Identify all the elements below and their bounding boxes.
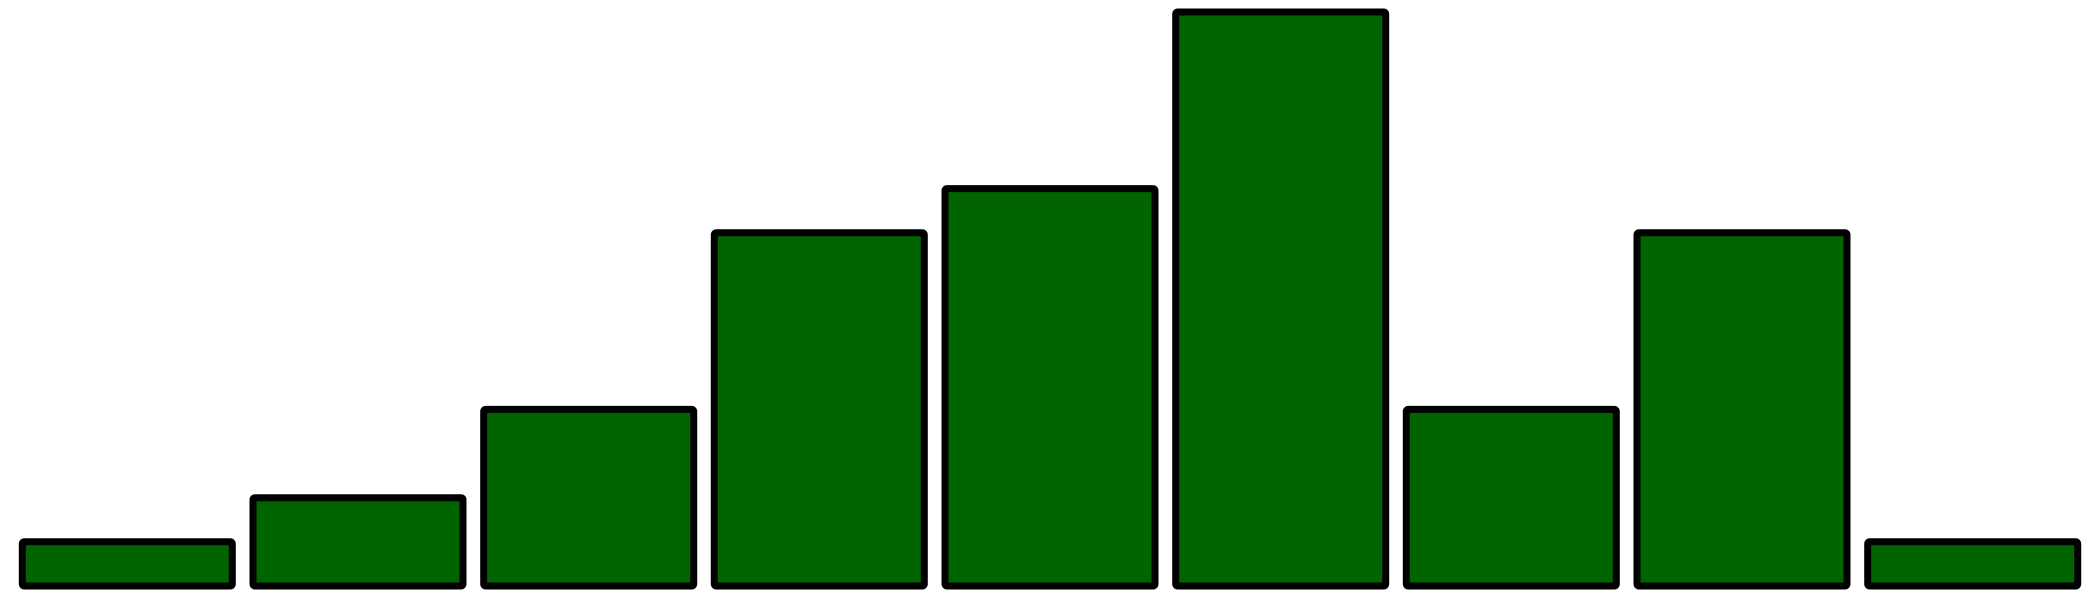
bar-4 [710,229,928,590]
bar-8 [1633,229,1851,590]
bar-6 [1172,8,1390,590]
bar-1 [18,538,236,590]
bar-7 [1402,405,1620,590]
bars-group [18,8,2082,590]
bar-3 [480,405,698,590]
bar-2 [249,494,467,590]
bar-9 [1864,538,2082,590]
bar-5 [941,185,1159,590]
